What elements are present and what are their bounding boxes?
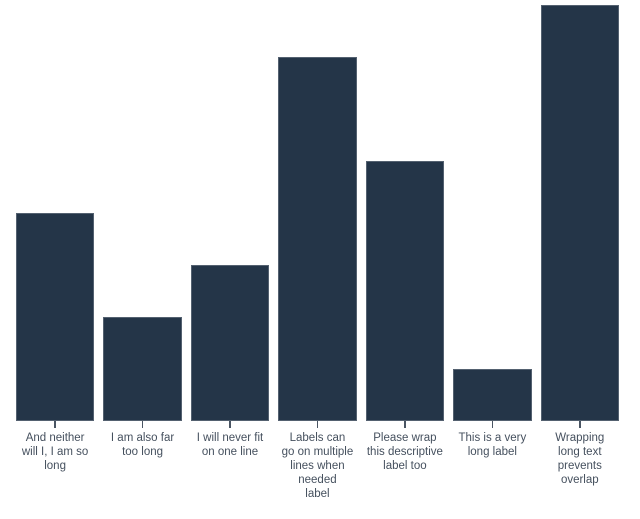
x-axis-label-line: this descriptive: [366, 446, 443, 458]
x-axis-label-line: go on multiple: [281, 446, 354, 458]
bar: [278, 57, 357, 421]
x-axis-label-line: This is a very: [458, 432, 527, 444]
x-axis-label: Labels can go on multiple lines when needed…: [255, 431, 379, 501]
x-axis-label-line: needed: [298, 474, 337, 486]
x-axis-label: This is a very long label: [430, 431, 554, 459]
x-axis-tick: [404, 421, 406, 428]
x-axis-label-line: long label: [467, 446, 517, 458]
x-axis-label: And neither will I, I am so long: [0, 431, 117, 473]
x-axis-label-line: Please wrap: [373, 432, 437, 444]
x-axis-label: Please wrap this descriptive label too: [343, 431, 467, 473]
x-axis-tick: [579, 421, 581, 428]
bar: [15, 213, 95, 421]
bar: [365, 161, 445, 421]
x-axis-tick: [54, 421, 56, 428]
x-axis-label-line: label: [305, 488, 330, 500]
x-axis-label-line: long: [44, 460, 66, 472]
x-axis-label-line: will I, I am so: [21, 446, 89, 458]
x-axis-tick: [316, 421, 319, 428]
x-axis-label-line: long text: [558, 446, 602, 458]
x-axis-label-line: on one line: [201, 446, 259, 458]
x-axis-label-line: label too: [383, 460, 427, 472]
x-axis-label: I am also far too long: [81, 431, 205, 459]
bar: [540, 5, 620, 421]
x-axis-label: I will never fit on one line: [168, 431, 292, 459]
bar: [190, 265, 270, 421]
x-axis-label-line: overlap: [560, 474, 599, 486]
bar: [453, 369, 532, 421]
x-axis-label-line: too long: [122, 446, 164, 458]
x-axis-tick: [229, 421, 231, 428]
x-axis-label-line: I am also far: [110, 432, 175, 444]
bar: [103, 317, 182, 421]
x-axis-label-line: lines when: [290, 460, 345, 472]
x-axis-label-line: I will never fit: [196, 432, 264, 444]
x-axis-label-line: Wrapping: [555, 432, 605, 444]
x-axis-label-line: And neither: [25, 432, 85, 444]
x-axis-label-line: prevents: [557, 460, 602, 472]
x-axis-label: Wrapping long text prevents overlap: [518, 431, 640, 487]
x-axis-tick: [491, 421, 494, 428]
x-axis-tick: [141, 421, 144, 428]
x-axis-label-line: Labels can: [289, 432, 346, 444]
